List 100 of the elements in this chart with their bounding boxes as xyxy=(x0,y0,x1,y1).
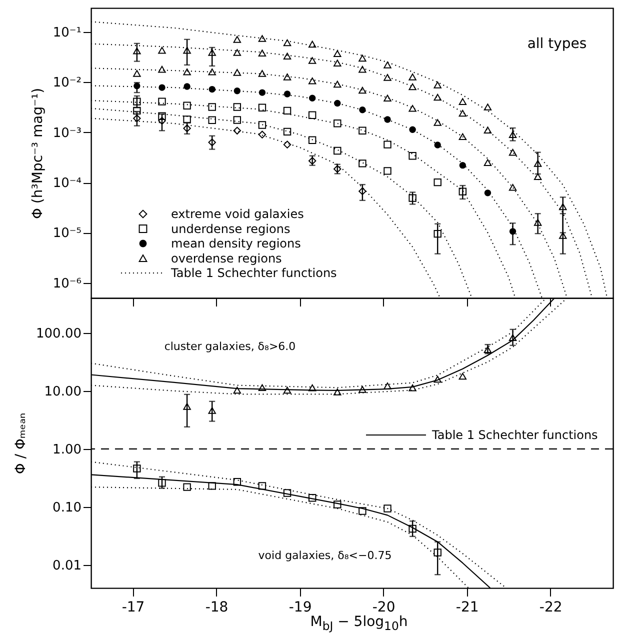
point xyxy=(308,40,316,48)
point xyxy=(283,489,292,497)
y-tick-label: 10⁻³ xyxy=(52,126,82,141)
point xyxy=(484,346,492,353)
point xyxy=(308,94,316,102)
point xyxy=(484,190,492,196)
point xyxy=(458,133,467,140)
point xyxy=(358,54,366,62)
y-tick-label: 10⁻² xyxy=(52,76,82,91)
point xyxy=(158,84,166,91)
y-tick-label: 1.00 xyxy=(52,442,82,458)
point xyxy=(233,49,242,56)
y-tick-label: 10⁻⁵ xyxy=(52,226,82,242)
point xyxy=(434,94,442,101)
point xyxy=(258,482,266,490)
point xyxy=(534,160,542,167)
point xyxy=(133,106,141,115)
point xyxy=(158,112,166,120)
point xyxy=(233,36,242,43)
y-tick-label: 100.00 xyxy=(36,326,82,342)
annotation: all types xyxy=(527,36,587,52)
point xyxy=(183,483,191,491)
point xyxy=(158,46,166,54)
y-tick-label: 0.10 xyxy=(52,500,82,516)
point xyxy=(408,194,416,202)
point xyxy=(308,57,316,64)
legend-label: extreme void galaxies xyxy=(171,207,304,221)
point xyxy=(258,89,266,96)
x-tick-label: -22 xyxy=(539,600,562,616)
point xyxy=(384,62,392,68)
point xyxy=(434,142,441,148)
point xyxy=(358,187,366,196)
x-tick-label: -21 xyxy=(456,600,479,616)
y-axis-title: Φ / Φₘₑₐₙ xyxy=(13,412,30,474)
point xyxy=(283,128,292,136)
point xyxy=(334,146,342,155)
point xyxy=(334,100,341,107)
point xyxy=(358,160,366,168)
point xyxy=(308,136,316,144)
point xyxy=(283,52,292,60)
point xyxy=(408,74,416,80)
x-tick-label: -20 xyxy=(372,600,396,616)
annotation: cluster galaxies, δ₈>6.0 xyxy=(164,340,296,353)
y-tick-label: 10⁻¹ xyxy=(52,25,82,40)
point xyxy=(233,126,242,134)
point xyxy=(434,376,442,383)
y-tick-label: 10⁻⁴ xyxy=(52,176,82,192)
point xyxy=(183,68,191,76)
point xyxy=(384,116,391,123)
point xyxy=(233,386,242,394)
point xyxy=(508,148,517,156)
point xyxy=(133,114,141,122)
point xyxy=(283,386,292,394)
point xyxy=(208,482,216,490)
point xyxy=(233,103,242,111)
point xyxy=(258,70,266,77)
point xyxy=(508,131,517,138)
x-tick-label: -19 xyxy=(288,600,312,616)
point xyxy=(434,178,442,186)
point xyxy=(258,35,266,42)
point xyxy=(133,47,141,54)
point xyxy=(284,90,291,98)
point xyxy=(133,70,141,77)
legend-label: underdense regions xyxy=(171,222,290,236)
point xyxy=(183,116,191,124)
point xyxy=(184,83,190,90)
point xyxy=(408,384,416,392)
point xyxy=(384,94,392,102)
point xyxy=(208,68,216,76)
point xyxy=(434,230,442,238)
point xyxy=(334,119,342,128)
point xyxy=(384,167,392,175)
point xyxy=(334,60,342,66)
y-tick-label: 0.01 xyxy=(52,558,82,574)
x-tick-label: -18 xyxy=(205,600,228,616)
x-tick-label: -17 xyxy=(122,600,145,616)
point xyxy=(308,77,316,84)
point xyxy=(459,162,466,169)
point xyxy=(183,102,191,110)
point xyxy=(458,110,467,117)
point xyxy=(208,49,216,56)
point xyxy=(358,386,366,393)
y-tick-label: 10⁻⁶ xyxy=(52,276,82,292)
x-axis-title: M$_{bJ}$ − 5log$_{10}$h xyxy=(309,614,409,633)
point xyxy=(308,111,316,119)
point xyxy=(408,83,416,90)
point xyxy=(408,524,416,533)
point xyxy=(183,403,191,410)
point xyxy=(534,173,542,180)
point xyxy=(484,104,492,110)
point xyxy=(484,126,492,134)
point xyxy=(334,388,342,396)
point xyxy=(158,66,166,73)
point xyxy=(334,80,342,88)
point xyxy=(358,507,366,515)
point xyxy=(384,74,392,81)
point xyxy=(283,74,292,80)
y-tick-label: 10.00 xyxy=(44,384,82,400)
legend-label: Table 1 Schechter functions xyxy=(170,266,337,280)
point xyxy=(508,334,517,342)
